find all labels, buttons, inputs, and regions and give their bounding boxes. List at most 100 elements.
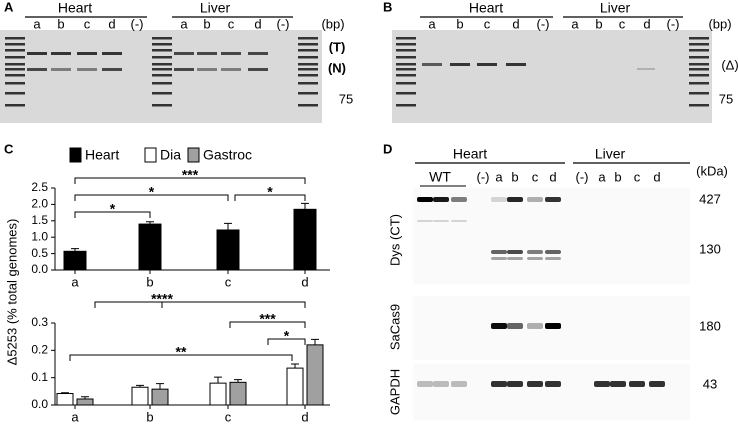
blot-band: [527, 197, 543, 202]
size-label: 180: [699, 318, 721, 333]
ladder-band: [152, 63, 172, 66]
ladder-band: [298, 74, 318, 77]
blot-band: [491, 257, 507, 260]
group-label: Heart: [58, 0, 92, 16]
blot-band: [507, 381, 523, 387]
y-tick-label: 0.1: [31, 370, 48, 384]
significance-label: *: [284, 328, 290, 344]
bar: [229, 381, 247, 406]
bar: [209, 382, 227, 406]
ladder-band: [396, 56, 416, 59]
gel-band: [51, 52, 71, 55]
ladder-band: [5, 49, 25, 52]
bar: [131, 386, 149, 406]
lane-label: d: [643, 16, 650, 31]
unit-label: (bp): [708, 16, 731, 31]
error-bar: [301, 202, 309, 210]
gel-band: [506, 63, 526, 66]
bar: [56, 393, 74, 406]
lane-label: (-): [576, 169, 589, 184]
ladder-band: [5, 92, 25, 95]
bracket: [234, 194, 306, 201]
bar: [76, 398, 94, 406]
ladder-band: [5, 104, 25, 107]
lane-label: b: [57, 16, 64, 31]
gel-band: [174, 68, 194, 71]
ladder-band: [298, 104, 318, 107]
y-tick-label: 2.5: [31, 180, 48, 194]
error-bar: [136, 384, 144, 388]
blot-band: [507, 250, 523, 254]
blot-band: [507, 323, 523, 329]
gel-band: [77, 52, 97, 55]
error-bar: [224, 222, 232, 230]
lane-label: d: [108, 16, 115, 31]
ladder-band: [396, 43, 416, 46]
lane-label: c: [634, 169, 641, 184]
x-tick-label: b: [146, 274, 153, 289]
lane-label: a: [33, 16, 41, 31]
ladder-band: [689, 49, 709, 52]
size-label: 43: [703, 376, 717, 391]
lane-label: c: [532, 169, 539, 184]
bar: [216, 229, 240, 271]
size-label: 427: [699, 191, 721, 206]
bar: [151, 388, 169, 406]
x-tick-label: d: [301, 409, 308, 424]
gel-band: [174, 52, 194, 55]
lane-label: b: [511, 169, 518, 184]
x-tick-label: b: [146, 409, 153, 424]
gel-band: [450, 63, 470, 66]
blot-band: [451, 197, 467, 202]
legend-swatch: [187, 147, 200, 163]
y-axis-label: Δ5253 (% total genomes): [4, 219, 19, 366]
lane-label: d: [512, 16, 519, 31]
error-bar: [61, 392, 69, 394]
ladder-band: [152, 82, 172, 85]
ladder-band: [5, 74, 25, 77]
significance-label: ***: [259, 311, 276, 327]
blot-band: [545, 323, 561, 329]
ladder-band: [152, 104, 172, 107]
blot-band: [491, 381, 507, 387]
ladder-band: [396, 74, 416, 77]
ladder-band: [689, 56, 709, 59]
bracket: [74, 211, 151, 218]
gel-band: [221, 68, 241, 71]
blot-band: [451, 381, 467, 387]
lane-label: (-): [477, 169, 490, 184]
gel-band: [27, 68, 47, 71]
ladder-band: [298, 37, 318, 40]
group-label: Liver: [600, 0, 631, 16]
lane-label: (-): [131, 16, 144, 31]
ladder-band: [298, 43, 318, 46]
ladder-band: [396, 37, 416, 40]
blot-band: [527, 381, 543, 387]
blot-band: [507, 197, 523, 202]
error-bar: [311, 338, 319, 345]
lane-label: c: [619, 16, 626, 31]
ladder-band: [152, 92, 172, 95]
blot-band: [527, 323, 543, 329]
blot-band: [491, 323, 507, 329]
significance-label: *: [267, 184, 273, 200]
gel-band: [102, 52, 122, 55]
blot-band: [433, 220, 449, 222]
ladder-band: [689, 82, 709, 85]
bracket: [74, 177, 306, 184]
lane-label: c: [484, 16, 491, 31]
ladder-band: [689, 92, 709, 95]
error-bar: [71, 248, 79, 252]
y-tick-label: 0.0: [31, 262, 48, 276]
bar: [306, 344, 324, 406]
lane-label: a: [428, 16, 436, 31]
size-label: 75: [339, 91, 353, 106]
lane-label: b: [595, 16, 602, 31]
y-tick-label: 0.0: [31, 397, 48, 411]
ladder-band: [396, 63, 416, 66]
ladder-band: [152, 56, 172, 59]
blot-band: [491, 250, 507, 254]
gel-band: [197, 52, 217, 55]
panel-letter: A: [4, 0, 14, 14]
row-label: Dys (CT): [387, 214, 402, 266]
